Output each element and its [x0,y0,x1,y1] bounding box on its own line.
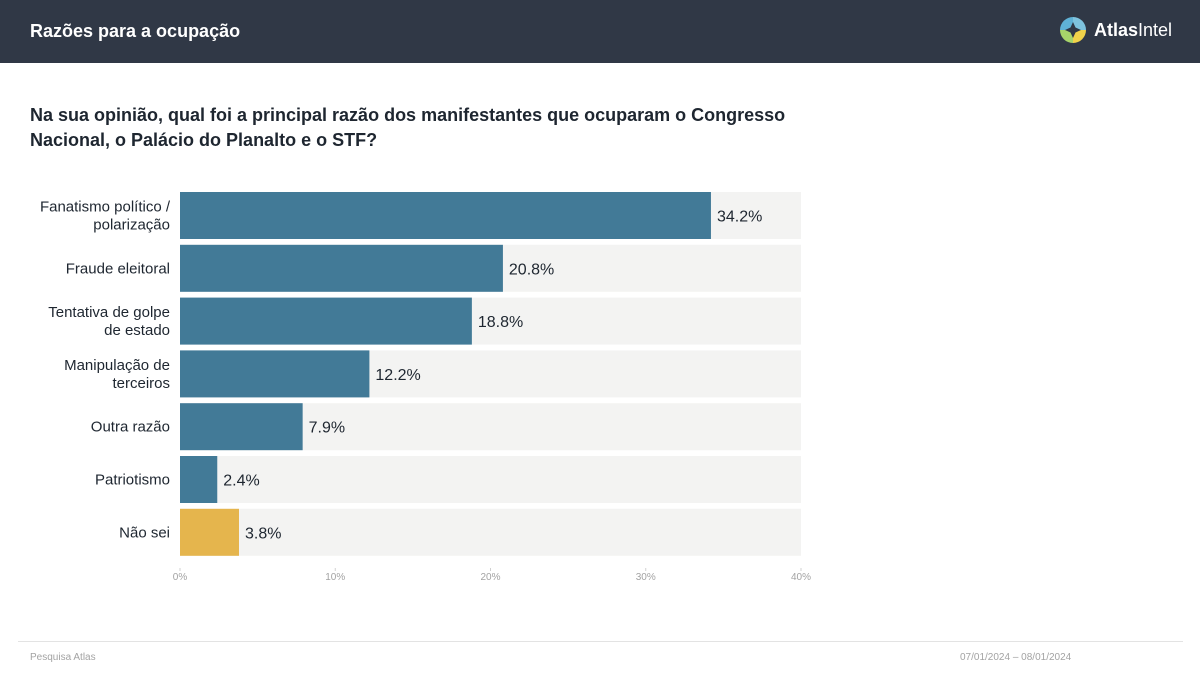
data-label: 18.8% [478,314,523,331]
category-label: Patriotismo [95,472,170,489]
category-label: Fraude eleitoral [66,260,170,277]
footer-source: Pesquisa Atlas [30,652,96,663]
bar [180,192,711,239]
category-label: Tentativa de golpe [48,304,170,321]
bar-track [180,508,801,556]
category-label: Não sei [119,524,170,541]
category-label: terceiros [112,375,170,392]
category-label: Fanatismo político / [40,199,171,216]
x-tick-label: 0% [173,572,188,583]
bar [180,456,218,503]
x-tick-label: 10% [325,572,345,583]
data-label: 2.4% [223,473,259,490]
footer-divider [18,641,1183,642]
brand: AtlasIntel [1059,15,1172,45]
bar [180,244,503,292]
data-label: 20.8% [509,261,554,278]
category-label: Outra razão [91,419,170,436]
bar [180,508,239,556]
survey-question: Na sua opinião, qual foi a principal raz… [30,105,786,150]
bar [180,297,472,345]
x-tick-label: 40% [791,572,811,583]
header-bar: Razões para a ocupação AtlasIntel [0,0,1200,63]
x-tick-label: 30% [636,572,656,583]
category-label: de estado [104,322,170,339]
data-label: 12.2% [375,367,420,384]
bar [180,403,303,451]
data-label: 34.2% [717,209,762,226]
category-label: Manipulação de [64,357,170,374]
x-tick-label: 20% [480,572,500,583]
page-title: Razões para a ocupação [30,21,241,41]
category-label: polarização [93,217,170,234]
bar [180,350,370,398]
atlasintel-logo-icon [1059,17,1086,43]
footer-dates: 07/01/2024 – 08/01/2024 [960,652,1072,663]
brand-name: AtlasIntel [1093,20,1172,40]
data-label: 3.8% [245,525,281,542]
bar-track [180,456,801,503]
data-label: 7.9% [309,420,345,437]
